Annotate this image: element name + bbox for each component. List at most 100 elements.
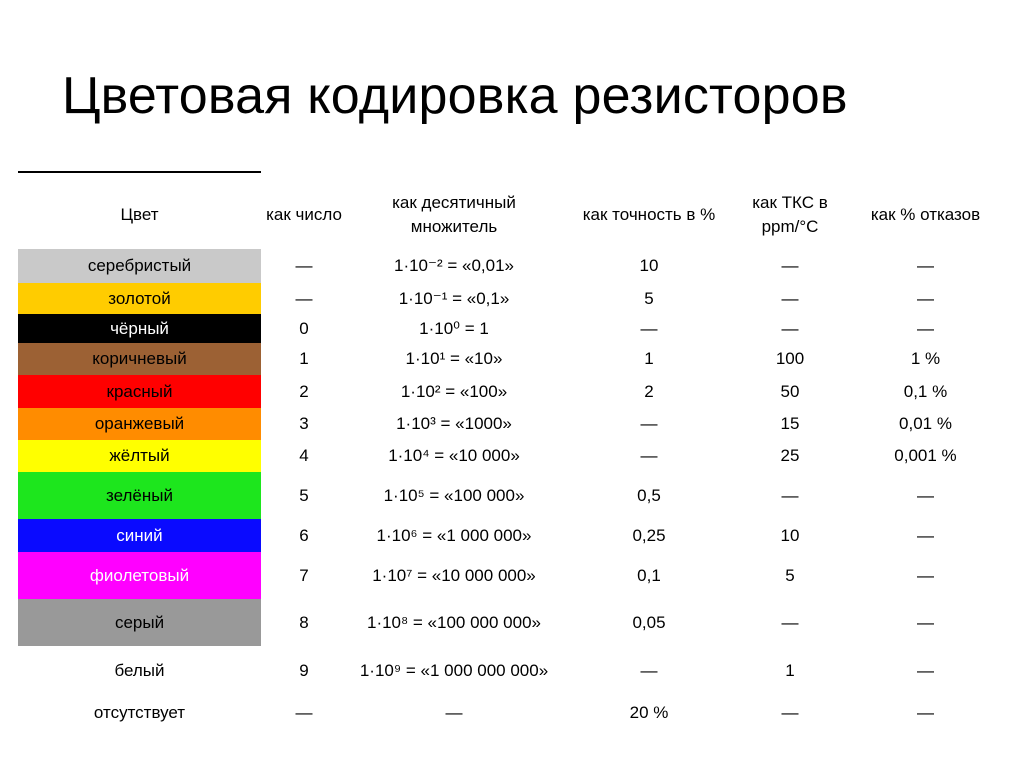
number-cell: —	[295, 288, 313, 308]
color-swatch-cell: фиолетовый	[18, 552, 261, 599]
table-row: белый 9 1·10⁹ = «1 000 000 000» — 1 —	[18, 646, 1008, 696]
multiplier-cell: 1·10¹ = «10»	[405, 349, 503, 368]
tolerance-cell: —	[640, 661, 658, 680]
tolerance-cell: —	[640, 414, 658, 433]
multiplier-cell: 1·10³ = «1000»	[396, 414, 512, 433]
table-row: жёлтый 4 1·10⁴ = «10 000» — 25 0,001 %	[18, 440, 1008, 472]
color-swatch-cell: чёрный	[18, 314, 261, 343]
color-swatch-cell: серый	[18, 599, 261, 646]
number-cell: 6	[299, 525, 309, 545]
table-row: синий 6 1·10⁶ = «1 000 000» 0,25 10 —	[18, 519, 1008, 552]
tcr-cell: —	[781, 256, 799, 275]
title-divider	[18, 171, 261, 173]
header-number: как число	[266, 204, 342, 224]
table-row: фиолетовый 7 1·10⁷ = «10 000 000» 0,1 5 —	[18, 552, 1008, 599]
table-row: серый 8 1·10⁸ = «100 000 000» 0,05 — —	[18, 599, 1008, 646]
failure-cell: —	[917, 288, 934, 308]
number-cell: 2	[299, 381, 309, 401]
failure-cell: —	[917, 256, 934, 275]
header-color: Цвет	[120, 204, 159, 224]
color-swatch-cell: серебристый	[18, 249, 261, 283]
number-cell: 1	[299, 349, 309, 368]
multiplier-cell: 1·10⁹ = «1 000 000 000»	[359, 661, 549, 680]
multiplier-cell: —	[445, 703, 463, 722]
failure-cell: —	[917, 485, 934, 505]
color-swatch-cell: коричневый	[18, 343, 261, 375]
table-row: коричневый 1 1·10¹ = «10» 1 100 1 %	[18, 343, 1008, 375]
number-cell: —	[295, 703, 313, 722]
color-swatch-cell: синий	[18, 519, 261, 552]
tcr-cell: 5	[785, 565, 795, 585]
header-failure: как % отказов	[870, 204, 981, 224]
tolerance-cell: 1	[644, 349, 654, 368]
number-cell: 7	[299, 565, 309, 585]
tolerance-cell: —	[640, 318, 658, 338]
number-cell: 9	[299, 661, 309, 680]
tcr-cell: 15	[780, 414, 800, 433]
failure-cell: —	[917, 703, 934, 722]
table-row: чёрный 0 1·10⁰ = 1 — — —	[18, 314, 1008, 343]
color-swatch-cell: золотой	[18, 283, 261, 314]
tcr-cell: 50	[780, 381, 800, 401]
tolerance-cell: 0,25	[632, 525, 666, 545]
table-row: золотой — 1·10⁻¹ = «0,1» 5 — —	[18, 283, 1008, 314]
multiplier-cell: 1·10⁻² = «0,01»	[393, 256, 515, 275]
number-cell: 5	[299, 485, 309, 505]
tcr-cell: —	[781, 318, 799, 338]
color-swatch-cell: белый	[18, 646, 261, 696]
color-code-table: Цвет как число как десятичный множитель …	[18, 180, 1008, 730]
multiplier-cell: 1·10⁵ = «100 000»	[383, 485, 525, 505]
tolerance-cell: —	[640, 446, 658, 465]
tolerance-cell: 10	[639, 256, 659, 275]
multiplier-cell: 1·10² = «100»	[400, 381, 508, 401]
failure-cell: —	[917, 612, 934, 632]
header-tolerance: как точность в %	[582, 204, 716, 224]
tolerance-cell: 20 %	[629, 703, 669, 722]
table-row: оранжевый 3 1·10³ = «1000» — 15 0,01 %	[18, 408, 1008, 440]
multiplier-cell: 1·10⁴ = «10 000»	[388, 446, 520, 465]
tolerance-cell: 0,5	[637, 485, 661, 505]
failure-cell: 0,01 %	[899, 414, 952, 433]
failure-cell: 0,001 %	[894, 446, 957, 465]
tcr-cell: —	[781, 485, 799, 505]
number-cell: —	[295, 256, 313, 275]
multiplier-cell: 1·10⁶ = «1 000 000»	[376, 525, 532, 545]
failure-cell: —	[917, 661, 934, 680]
tolerance-cell: 0,05	[632, 612, 666, 632]
page-title: Цветовая кодировка резисторов	[62, 67, 848, 125]
number-cell: 8	[299, 612, 309, 632]
table-row: красный 2 1·10² = «100» 2 50 0,1 %	[18, 375, 1008, 408]
tcr-cell: —	[781, 288, 799, 308]
tcr-cell: 25	[780, 446, 800, 465]
failure-cell: —	[917, 525, 934, 545]
multiplier-cell: 1·10⁻¹ = «0,1»	[398, 288, 510, 308]
table-row: зелёный 5 1·10⁵ = «100 000» 0,5 — —	[18, 472, 1008, 519]
number-cell: 3	[299, 414, 309, 433]
header-multiplier: как десятичный множитель	[392, 192, 516, 236]
failure-cell: —	[917, 318, 934, 338]
tcr-cell: —	[781, 612, 799, 632]
failure-cell: —	[917, 565, 934, 585]
table-row: серебристый — 1·10⁻² = «0,01» 10 — —	[18, 249, 1008, 283]
header-tcr: как ТКС в ppm/°C	[752, 192, 828, 236]
failure-cell: 0,1 %	[903, 381, 948, 401]
tolerance-cell: 5	[644, 288, 654, 308]
color-swatch-cell: зелёный	[18, 472, 261, 519]
tolerance-cell: 2	[644, 381, 654, 401]
color-swatch-cell: жёлтый	[18, 440, 261, 472]
multiplier-cell: 1·10⁷ = «10 000 000»	[372, 565, 536, 585]
table-row: отсутствует — — 20 % — —	[18, 696, 1008, 730]
tolerance-cell: 0,1	[637, 565, 661, 585]
color-swatch-cell: красный	[18, 375, 261, 408]
tcr-cell: —	[781, 703, 799, 722]
failure-cell: 1 %	[910, 349, 941, 368]
tcr-cell: 10	[780, 525, 800, 545]
multiplier-cell: 1·10⁸ = «100 000 000»	[366, 612, 542, 632]
color-swatch-cell: отсутствует	[18, 696, 261, 730]
tcr-cell: 100	[775, 349, 805, 368]
header-row: Цвет как число как десятичный множитель …	[18, 180, 1008, 249]
multiplier-cell: 1·10⁰ = 1	[419, 318, 489, 338]
tcr-cell: 1	[785, 661, 795, 680]
color-swatch-cell: оранжевый	[18, 408, 261, 440]
number-cell: 4	[299, 446, 309, 465]
